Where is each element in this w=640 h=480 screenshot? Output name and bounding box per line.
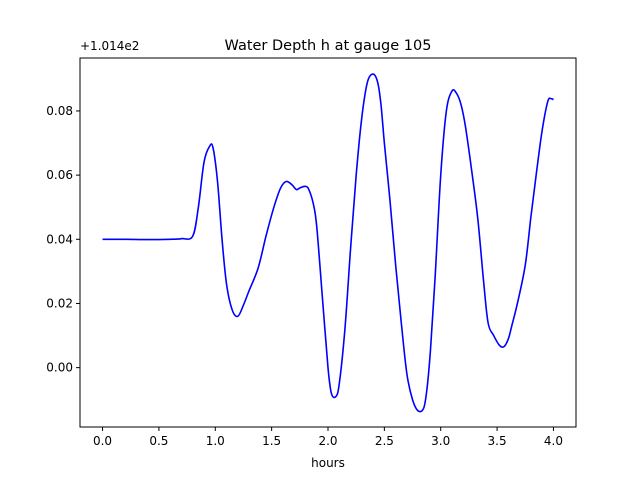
x-axis: 0.0 0.5 1.0 1.5 2.0 2.5 3.0 3.5 4.0 — [93, 427, 563, 448]
x-tick-label: 1.0 — [206, 434, 225, 448]
x-tick-label: 2.0 — [318, 434, 337, 448]
y-tick-label: 0.02 — [46, 296, 73, 310]
x-tick-label: 3.5 — [488, 434, 507, 448]
x-tick-label: 0.0 — [93, 434, 112, 448]
series-line — [102, 73, 554, 413]
chart-title: Water Depth h at gauge 105 — [225, 38, 432, 54]
x-tick-label: 2.5 — [375, 434, 394, 448]
y-offset-text: +1.014e2 — [80, 39, 139, 53]
y-tick-label: 0.06 — [46, 168, 73, 182]
plot-area — [102, 73, 554, 413]
y-tick-label: 0.04 — [46, 232, 73, 246]
x-tick-label: 0.5 — [149, 434, 168, 448]
x-tick-label: 3.0 — [431, 434, 450, 448]
x-axis-label: hours — [311, 456, 345, 470]
x-tick-label: 1.5 — [262, 434, 281, 448]
y-tick-label: 0.00 — [46, 361, 73, 375]
x-tick-label: 4.0 — [544, 434, 563, 448]
y-tick-label: 0.08 — [46, 104, 73, 118]
y-axis: 0.00 0.02 0.04 0.06 0.08 — [46, 104, 80, 375]
